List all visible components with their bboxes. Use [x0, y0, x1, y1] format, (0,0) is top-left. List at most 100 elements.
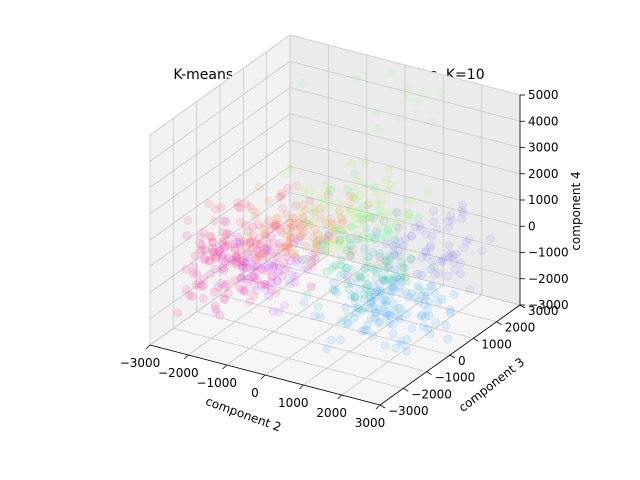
data-point — [198, 294, 208, 303]
data-point — [248, 243, 257, 253]
data-point — [376, 210, 386, 219]
data-point — [404, 292, 413, 302]
data-point — [238, 262, 248, 272]
x-tick-label: −2000 — [158, 366, 199, 380]
data-point — [284, 244, 293, 253]
data-point — [208, 250, 218, 259]
data-point — [379, 304, 389, 314]
data-point — [362, 279, 371, 289]
data-point — [429, 262, 439, 272]
data-point — [251, 212, 260, 222]
data-point — [459, 243, 469, 253]
data-point — [396, 258, 406, 267]
data-point — [327, 335, 336, 345]
data-point — [197, 246, 206, 255]
data-point — [286, 256, 296, 266]
data-point — [451, 250, 461, 259]
data-point — [338, 219, 348, 228]
data-point — [337, 255, 346, 265]
data-point — [248, 205, 257, 215]
data-point — [384, 310, 394, 320]
data-point — [420, 312, 430, 322]
data-point — [264, 196, 273, 206]
data-point — [360, 214, 370, 223]
data-point — [313, 302, 323, 312]
data-point — [189, 262, 198, 272]
data-point — [363, 320, 372, 330]
data-point — [380, 276, 390, 285]
data-point — [256, 264, 266, 274]
data-point — [301, 242, 311, 251]
data-point — [433, 297, 443, 307]
data-point — [392, 207, 402, 217]
data-point — [360, 326, 369, 335]
data-point — [301, 217, 311, 227]
data-point — [270, 219, 280, 229]
data-point — [362, 208, 371, 217]
data-point — [347, 205, 356, 214]
data-point — [322, 180, 332, 190]
tick-labels: −3000−2000−10000100020003000−3000−2000−1… — [120, 88, 569, 430]
data-point — [357, 305, 367, 315]
data-point — [291, 201, 301, 211]
data-point — [181, 265, 191, 274]
data-point — [375, 252, 384, 262]
data-point — [214, 246, 224, 255]
data-point — [398, 340, 407, 350]
data-point — [264, 292, 274, 301]
data-point — [328, 285, 338, 295]
data-point — [421, 291, 431, 301]
data-point — [299, 187, 309, 196]
data-point — [400, 263, 409, 273]
data-point — [320, 217, 330, 226]
data-point — [277, 228, 286, 237]
data-point — [365, 213, 374, 223]
data-point — [375, 249, 384, 258]
data-point — [334, 236, 344, 245]
data-point — [444, 253, 454, 263]
data-point — [282, 252, 292, 262]
data-point — [464, 234, 474, 244]
data-point — [232, 252, 241, 262]
data-point — [225, 230, 235, 240]
data-point — [366, 296, 376, 306]
data-point — [356, 212, 366, 222]
data-point — [281, 243, 291, 252]
data-point — [254, 234, 264, 243]
data-point — [326, 214, 336, 224]
data-point — [339, 262, 349, 272]
data-point — [377, 288, 387, 297]
data-point — [430, 288, 440, 298]
data-point — [396, 304, 405, 313]
data-point — [274, 307, 284, 317]
data-point — [255, 241, 265, 250]
data-point — [379, 216, 389, 226]
data-point — [375, 232, 384, 242]
data-point — [254, 249, 264, 258]
data-point — [425, 329, 435, 339]
data-point — [290, 249, 299, 258]
data-point — [214, 282, 223, 292]
data-point — [372, 108, 381, 118]
data-point — [322, 204, 332, 214]
data-point — [448, 216, 457, 225]
data-point — [343, 319, 353, 329]
data-point — [406, 213, 416, 222]
data-point — [363, 233, 373, 242]
data-point — [421, 247, 430, 257]
data-point — [324, 232, 334, 241]
y-tick — [473, 337, 479, 342]
data-point — [268, 271, 278, 281]
data-point — [428, 256, 437, 266]
data-point — [385, 252, 395, 261]
x-tick-label: −3000 — [120, 356, 161, 370]
data-point — [218, 227, 227, 237]
data-point — [350, 298, 360, 307]
data-point — [361, 284, 371, 293]
data-point — [293, 218, 303, 228]
data-point — [245, 297, 255, 307]
data-point — [376, 213, 386, 222]
data-point — [285, 238, 294, 248]
data-point — [349, 313, 359, 323]
data-point — [270, 221, 279, 231]
